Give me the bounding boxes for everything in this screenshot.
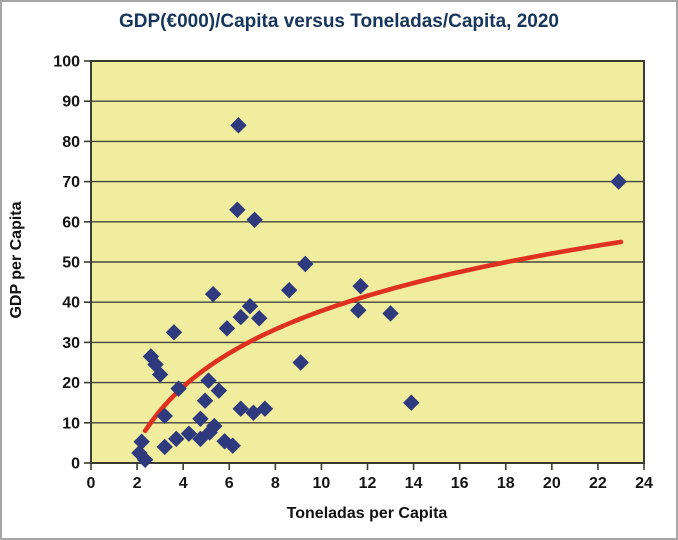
data-point-diamond — [196, 392, 214, 409]
y-tick-label: 70 — [62, 174, 80, 191]
data-point-diamond — [165, 324, 183, 341]
x-tick-label: 8 — [271, 475, 280, 492]
x-tick-label: 2 — [133, 475, 142, 492]
data-point-diamond — [192, 410, 209, 427]
x-tick-label: 20 — [543, 475, 561, 492]
data-point-diamond — [232, 308, 249, 326]
trend-line — [142, 239, 624, 434]
data-point-diamond — [216, 433, 233, 450]
data-point-diamond — [204, 285, 222, 303]
y-axis-title: GDP per Capita — [8, 201, 25, 319]
x-axis-title: Toneladas per Capita — [286, 505, 448, 522]
data-point-diamond — [230, 117, 247, 134]
y-tick-label: 30 — [62, 335, 80, 352]
data-point-diamond — [232, 400, 249, 417]
data-point-diamond — [224, 437, 241, 454]
data-point-diamond — [241, 298, 259, 315]
x-tick-label: 14 — [405, 475, 423, 492]
x-tick-label: 4 — [179, 475, 188, 492]
data-point-diamond — [251, 310, 268, 327]
data-point-diamond — [382, 305, 399, 322]
data-point-diamond — [297, 255, 314, 273]
y-tick-label: 80 — [62, 134, 80, 151]
x-tick-label: 12 — [359, 475, 377, 492]
chart-title: GDP(€000)/Capita versus Toneladas/Capita… — [119, 11, 559, 32]
data-point-diamond — [206, 417, 223, 435]
data-point-diamond — [136, 451, 154, 468]
x-tick-label: 0 — [87, 475, 96, 492]
data-point-diamond — [246, 211, 263, 228]
data-point-diamond — [168, 430, 185, 448]
data-point-diamond — [133, 433, 150, 450]
x-tick-label: 16 — [451, 475, 469, 492]
data-point-diamond — [201, 424, 218, 441]
data-point-diamond — [156, 438, 173, 456]
data-point-diamond — [180, 425, 198, 442]
data-point-diamond — [218, 320, 236, 337]
data-point-diamond — [350, 302, 367, 319]
data-point-diamond — [610, 173, 627, 190]
data-point-diamond — [280, 281, 298, 299]
data-point-diamond — [156, 407, 173, 425]
data-point-diamond — [170, 380, 187, 397]
data-point-diamond — [352, 277, 369, 295]
y-tick-label: 90 — [62, 94, 80, 111]
data-point-diamond — [292, 354, 309, 371]
y-tick-label: 40 — [62, 295, 80, 312]
x-tick-label: 18 — [497, 475, 515, 492]
x-tick-label: 10 — [313, 475, 331, 492]
data-point-diamond — [256, 400, 274, 417]
x-tick-label: 24 — [635, 475, 653, 492]
data-point-diamond — [200, 372, 217, 389]
y-tick-label: 60 — [62, 214, 80, 231]
data-point-diamond — [210, 382, 228, 399]
plot-area-border — [90, 60, 645, 464]
y-tick-label: 50 — [62, 255, 80, 272]
data-point-diamond — [229, 201, 246, 218]
y-tick-label: 10 — [62, 415, 80, 432]
data-point-diamond — [403, 394, 420, 411]
y-tick-label: 0 — [71, 456, 80, 473]
y-tick-label: 100 — [53, 54, 80, 71]
x-tick-label: 6 — [225, 475, 234, 492]
x-tick-label: 22 — [589, 475, 607, 492]
y-tick-label: 20 — [62, 375, 80, 392]
data-point-diamond — [151, 366, 169, 383]
